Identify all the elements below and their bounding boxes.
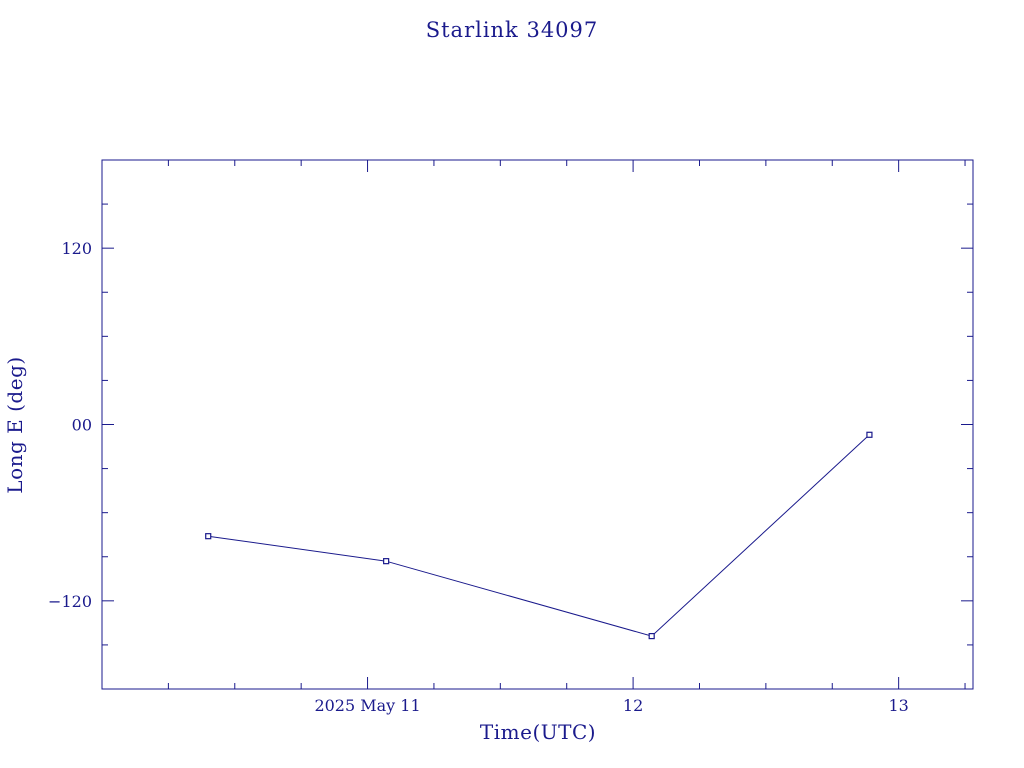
data-point: [383, 558, 390, 565]
data-point: [866, 431, 873, 438]
chart-title: Starlink 34097: [426, 18, 599, 42]
x-tick-label: 2025 May 11: [314, 696, 420, 715]
series-line: [208, 434, 870, 637]
y-axis-label: Long E (deg): [3, 356, 27, 493]
data-point: [648, 632, 655, 640]
series-group: [205, 431, 873, 640]
x-tick-label: 12: [623, 696, 643, 715]
x-tick-label: 13: [888, 696, 908, 715]
y-tick-label: 120: [61, 239, 92, 258]
tick-labels: 2025 May 11 12 13 120 00 −120: [48, 239, 909, 715]
x-axis-label: Time(UTC): [480, 720, 596, 744]
y-tick-label: −120: [48, 592, 92, 611]
plot-frame: [101, 159, 974, 690]
y-tick-label: 00: [72, 416, 92, 435]
data-point: [205, 533, 212, 540]
axis-ticks: [101, 159, 973, 690]
